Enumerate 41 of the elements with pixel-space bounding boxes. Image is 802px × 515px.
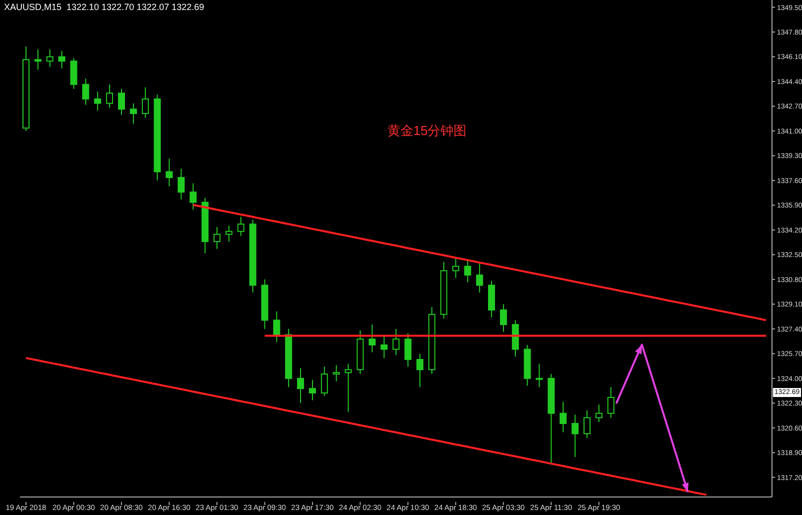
candlestick (332, 364, 340, 382)
candlestick (82, 78, 90, 106)
candlestick (404, 332, 412, 368)
candlestick (225, 225, 232, 242)
candlestick (380, 336, 388, 359)
candlestick (166, 158, 173, 187)
candlestick (476, 262, 484, 294)
candlestick (237, 216, 244, 236)
candlestick (190, 182, 197, 210)
candlestick (178, 168, 185, 200)
candlestick (273, 310, 280, 343)
candlestick (607, 386, 614, 418)
candlestick (320, 366, 328, 396)
annotation: 黄金15分钟图 (386, 122, 468, 140)
chart-title: XAUUSD,M15 1322.10 1322.70 1322.07 1322.69 (4, 2, 204, 12)
candlestick (130, 102, 137, 124)
candlestick (595, 404, 602, 423)
candlestick (416, 353, 424, 388)
candlestick (464, 260, 472, 283)
candlestick (584, 410, 591, 439)
candlestick (58, 50, 66, 69)
candlestick (536, 363, 543, 388)
candlestick (70, 58, 78, 90)
candlestick (500, 304, 507, 332)
candlestick (142, 86, 149, 118)
candlestick (452, 257, 460, 278)
candlestick (94, 91, 102, 112)
candlestick (106, 84, 114, 108)
candlestick (118, 88, 125, 116)
candlestick (392, 328, 400, 356)
line-series (192, 204, 768, 322)
candlestick (344, 363, 352, 412)
candlestick (572, 414, 579, 458)
candlestick (560, 401, 567, 433)
candlestick (308, 379, 316, 401)
line-series (24, 357, 708, 496)
candlestick (34, 48, 42, 70)
candlestick (368, 324, 376, 353)
candlestick (213, 226, 220, 250)
candlestick (297, 368, 304, 404)
candlestick (46, 48, 54, 68)
